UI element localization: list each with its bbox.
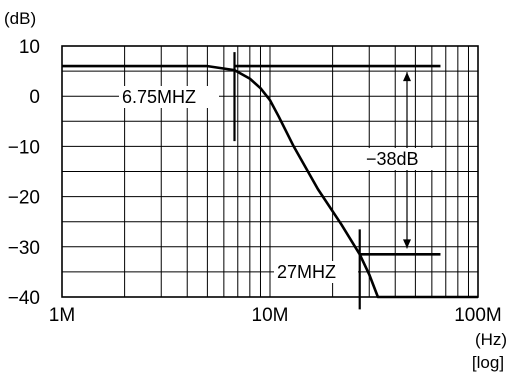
reference-lines xyxy=(234,64,441,256)
annotation-minus-38db: −38dB xyxy=(366,149,419,169)
annotations: 6.75MHZ 27MHZ −38dB xyxy=(119,86,445,283)
y-tick-label: −40 xyxy=(8,288,40,309)
x-axis-scale-label: [log] xyxy=(472,353,504,372)
x-tick-label: 10M xyxy=(252,305,289,326)
grid xyxy=(62,46,478,297)
x-axis-unit: (Hz) xyxy=(475,330,507,349)
y-axis-unit: (dB) xyxy=(4,9,36,28)
annotation-6-75mhz: 6.75MHZ xyxy=(122,87,196,107)
x-tick-label: 100M xyxy=(454,305,502,326)
y-tick-label: 0 xyxy=(29,87,40,108)
dimension-arrow-down xyxy=(403,239,411,249)
y-tick-label: −30 xyxy=(8,238,40,259)
x-tick-label: 1M xyxy=(49,305,75,326)
frequency-markers xyxy=(233,52,361,310)
y-tick-label: −10 xyxy=(8,137,40,158)
plot-frame xyxy=(61,45,479,298)
x-axis-ticks: 1M 10M 100M xyxy=(49,305,502,326)
dimension-arrow-up xyxy=(403,72,411,82)
annotation-27mhz: 27MHZ xyxy=(277,262,336,282)
annotation-6-75mhz-background xyxy=(119,86,219,108)
response-curve xyxy=(62,64,478,299)
annotation-27mhz-background xyxy=(274,261,358,283)
y-tick-label: 10 xyxy=(19,37,40,58)
y-tick-label: −20 xyxy=(8,188,40,209)
annotation-minus-38db-background xyxy=(363,148,445,170)
y-axis-ticks: 10 0 −10 −20 −30 −40 xyxy=(8,37,40,309)
